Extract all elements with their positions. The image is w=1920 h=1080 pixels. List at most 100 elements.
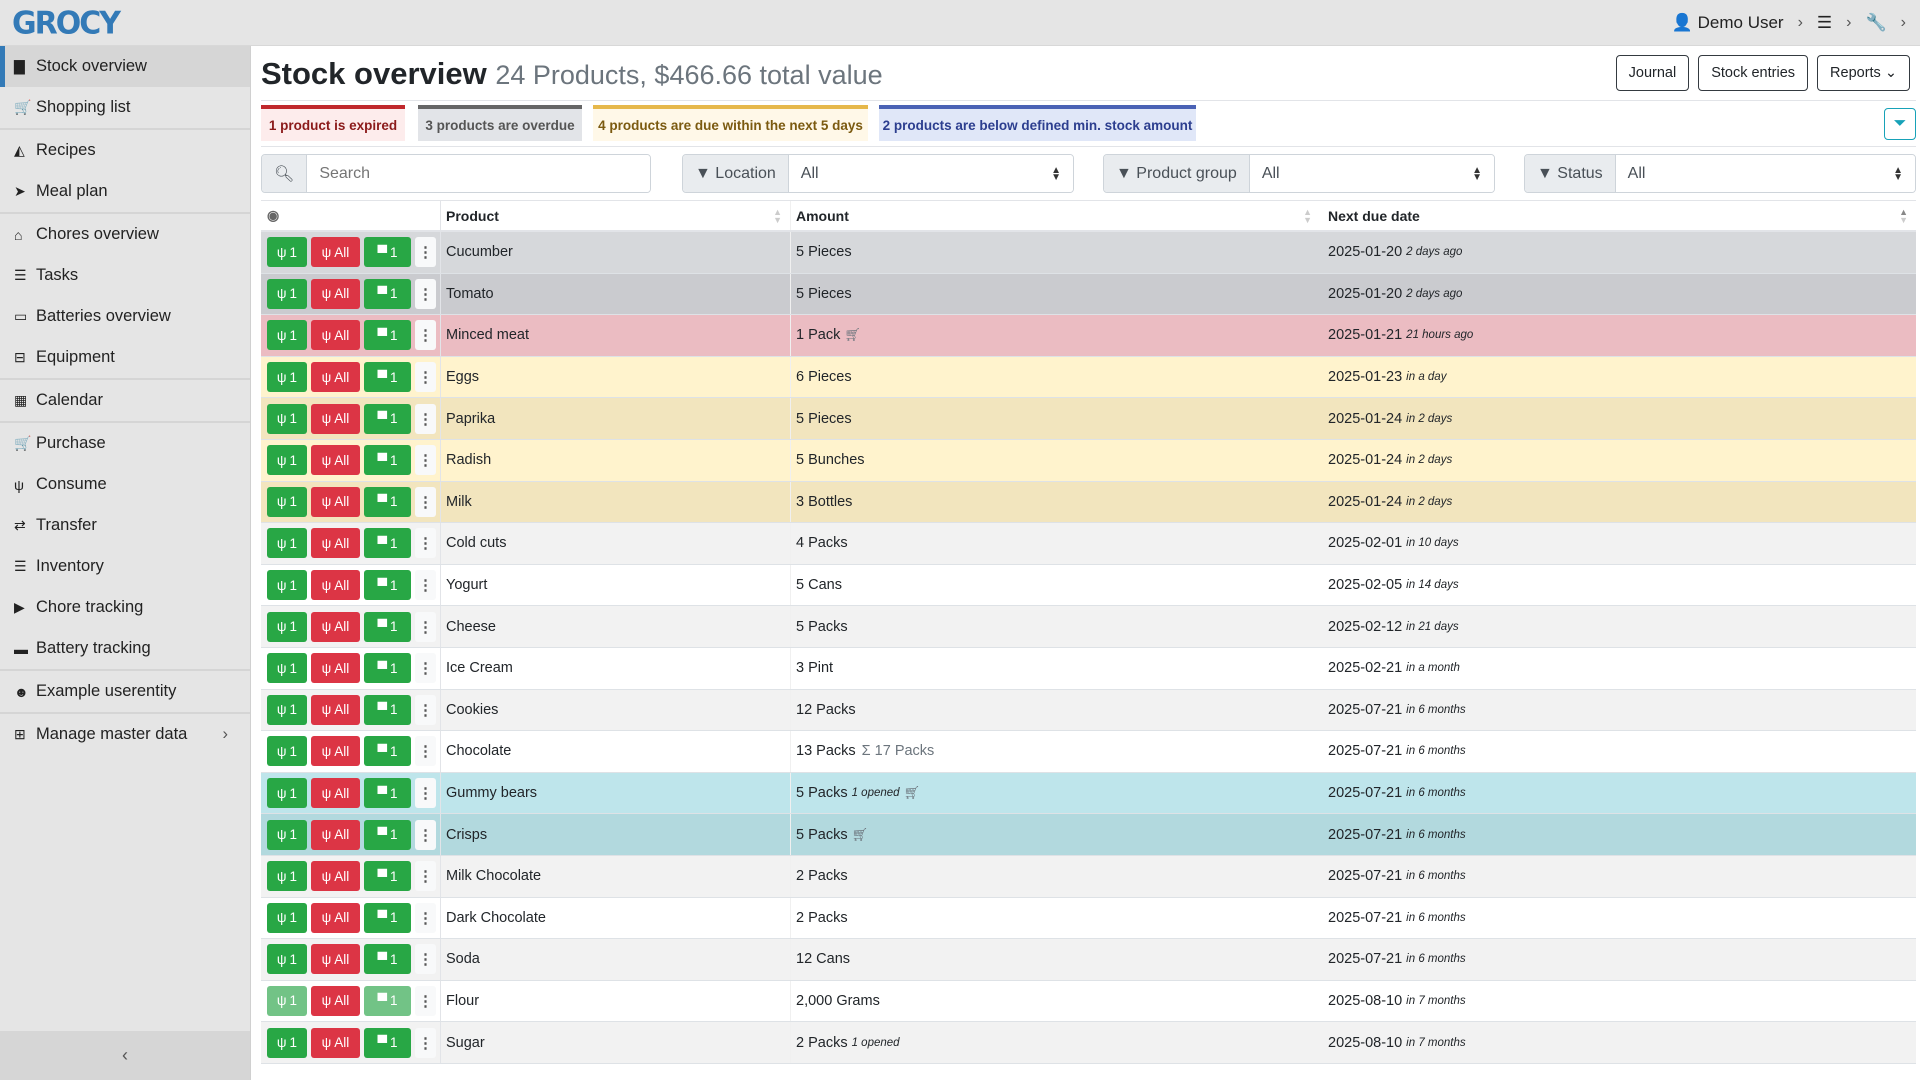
- product-name[interactable]: Ice Cream: [446, 660, 513, 677]
- product-name[interactable]: Milk: [446, 493, 472, 510]
- more-actions-button[interactable]: ⋮: [415, 320, 436, 351]
- column-header-product[interactable]: Product ▲ ▼: [441, 201, 791, 230]
- stock-entries-button[interactable]: Stock entries: [1698, 55, 1809, 91]
- sidebar-item-manage-master-data[interactable]: ⊞ Manage master data ›: [0, 714, 250, 755]
- open-one-button[interactable]: ▀ 1: [364, 528, 411, 559]
- sidebar-item-tasks[interactable]: ☰ Tasks: [0, 255, 250, 296]
- consume-all-button[interactable]: ψ All: [311, 486, 360, 517]
- sidebar-item-inventory[interactable]: ☰ Inventory: [0, 546, 250, 587]
- open-one-button[interactable]: ▀ 1: [364, 778, 411, 809]
- more-actions-button[interactable]: ⋮: [415, 570, 436, 601]
- consume-all-button[interactable]: ψ All: [311, 985, 360, 1016]
- open-one-button[interactable]: ▀ 1: [364, 861, 411, 892]
- consume-all-button[interactable]: ψ All: [311, 861, 360, 892]
- sidebar-item-batteries-overview[interactable]: ▭ Batteries overview: [0, 296, 250, 337]
- status-due-soon-filter[interactable]: 4 products are due within the next 5 day…: [593, 105, 868, 141]
- open-one-button[interactable]: ▀ 1: [364, 362, 411, 393]
- product-name[interactable]: Cucumber: [446, 244, 513, 261]
- more-actions-button[interactable]: ⋮: [415, 944, 436, 975]
- consume-all-button[interactable]: ψ All: [311, 403, 360, 434]
- consume-all-button[interactable]: ψ All: [311, 1027, 360, 1058]
- status-filter[interactable]: ▼ Status All ▲ ▼: [1524, 154, 1916, 193]
- open-one-button[interactable]: ▀ 1: [364, 819, 411, 850]
- product-name[interactable]: Soda: [446, 951, 480, 968]
- product-name[interactable]: Milk Chocolate: [446, 868, 542, 885]
- more-actions-button[interactable]: ⋮: [415, 1027, 436, 1058]
- more-actions-button[interactable]: ⋮: [415, 486, 436, 517]
- consume-all-button[interactable]: ψ All: [311, 528, 360, 559]
- sidebar-item-calendar[interactable]: ▦ Calendar: [0, 380, 250, 421]
- more-actions-button[interactable]: ⋮: [415, 237, 436, 268]
- product-name[interactable]: Flour: [446, 992, 480, 1009]
- location-select[interactable]: All: [800, 164, 819, 182]
- consume-all-button[interactable]: ψ All: [311, 653, 360, 684]
- more-actions-button[interactable]: ⋮: [415, 861, 436, 892]
- more-actions-button[interactable]: ⋮: [415, 445, 436, 476]
- product-name[interactable]: Gummy bears: [446, 785, 538, 802]
- consume-all-button[interactable]: ψ All: [311, 445, 360, 476]
- sidebar-item-equipment[interactable]: ⊟ Equipment: [0, 337, 250, 378]
- product-name[interactable]: Radish: [446, 452, 492, 469]
- product-name[interactable]: Cheese: [446, 618, 496, 635]
- consume-all-button[interactable]: ψ All: [311, 611, 360, 642]
- more-actions-button[interactable]: ⋮: [415, 611, 436, 642]
- open-one-button[interactable]: ▀ 1: [364, 278, 411, 309]
- journal-button[interactable]: Journal: [1615, 55, 1690, 91]
- open-one-button[interactable]: ▀ 1: [364, 944, 411, 975]
- sidebar-item-battery-tracking[interactable]: ▬ Battery tracking: [0, 628, 250, 669]
- open-one-button[interactable]: ▀ 1: [364, 611, 411, 642]
- product-group-filter[interactable]: ▼ Product group All ▲ ▼: [1103, 154, 1495, 193]
- reports-dropdown[interactable]: Reports ⌄: [1817, 55, 1910, 91]
- sidebar-item-shopping-list[interactable]: 🛒 Shopping list: [0, 87, 250, 128]
- status-below-min-filter[interactable]: 2 products are below defined min. stock …: [879, 105, 1196, 141]
- settings-sliders-icon[interactable]: ☰: [1816, 13, 1833, 32]
- open-one-button[interactable]: ▀ 1: [364, 486, 411, 517]
- consume-all-button[interactable]: ψ All: [311, 237, 360, 268]
- more-actions-button[interactable]: ⋮: [415, 778, 436, 809]
- sidebar-item-stock-overview[interactable]: ▇ Stock overview: [0, 46, 250, 87]
- consume-all-button[interactable]: ψ All: [311, 778, 360, 809]
- sidebar-item-chores-overview[interactable]: ⌂ Chores overview: [0, 214, 250, 255]
- location-filter[interactable]: ▼ Location All ▲ ▼: [682, 154, 1074, 193]
- sidebar-item-consume[interactable]: ψ Consume: [0, 464, 250, 505]
- consume-all-button[interactable]: ψ All: [311, 902, 360, 933]
- user-menu[interactable]: 👤 Demo User: [1672, 13, 1784, 33]
- more-actions-button[interactable]: ⋮: [415, 528, 436, 559]
- product-name[interactable]: Chocolate: [446, 743, 512, 760]
- product-name[interactable]: Crisps: [446, 826, 488, 843]
- open-one-button[interactable]: ▀ 1: [364, 237, 411, 268]
- consume-all-button[interactable]: ψ All: [311, 819, 360, 850]
- consume-all-button[interactable]: ψ All: [311, 570, 360, 601]
- product-name[interactable]: Eggs: [446, 369, 480, 386]
- sidebar-collapse-button[interactable]: ‹: [0, 1031, 250, 1080]
- product-name[interactable]: Yogurt: [446, 577, 488, 594]
- clear-filter-button[interactable]: ⏷: [1884, 108, 1916, 140]
- consume-all-button[interactable]: ψ All: [311, 320, 360, 351]
- more-actions-button[interactable]: ⋮: [415, 278, 436, 309]
- column-header-next-due-date[interactable]: Next due date ▲ ▼: [1328, 206, 1908, 225]
- product-name[interactable]: Tomato: [446, 285, 494, 302]
- more-actions-button[interactable]: ⋮: [415, 985, 436, 1016]
- status-expired-filter[interactable]: 1 product is expired: [261, 105, 405, 141]
- open-one-button[interactable]: ▀ 1: [364, 570, 411, 601]
- sidebar-item-transfer[interactable]: ⇄ Transfer: [0, 505, 250, 546]
- consume-all-button[interactable]: ψ All: [311, 736, 360, 767]
- product-name[interactable]: Sugar: [446, 1034, 485, 1051]
- product-name[interactable]: Minced meat: [446, 327, 530, 344]
- more-actions-button[interactable]: ⋮: [415, 403, 436, 434]
